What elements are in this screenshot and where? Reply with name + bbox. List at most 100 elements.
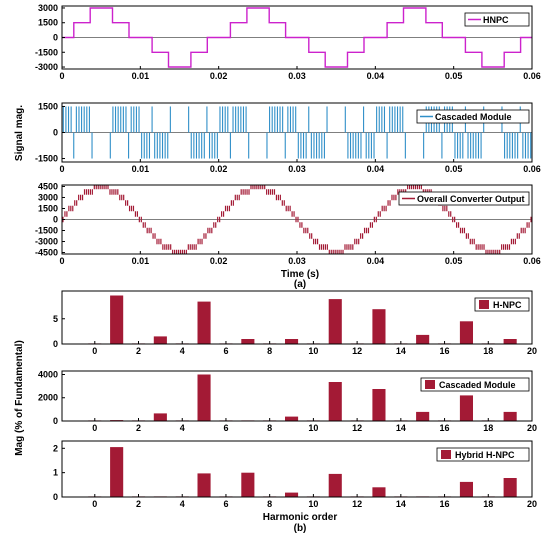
legend-box (420, 377, 530, 392)
legend-label: Hybrid H-NPC (455, 450, 515, 460)
y-tick-label: 3000 (38, 3, 58, 13)
ylabel-mag: Mag (% of Fundamental) (14, 340, 25, 456)
x-tick-label: 8 (267, 346, 272, 356)
x-tick-label: 14 (396, 423, 406, 433)
x-tick-label: 20 (527, 499, 537, 509)
y-tick-label: -1500 (35, 154, 58, 164)
x-tick-label: 0.06 (523, 256, 541, 266)
x-tick-label: 0 (59, 256, 64, 266)
bar-h5 (197, 473, 211, 497)
x-tick-label: 0 (59, 164, 64, 174)
ylabel-signal: Signal mag. (14, 105, 25, 161)
y-tick-label: 4000 (38, 369, 58, 379)
x-tick-label: 10 (308, 346, 318, 356)
bar-h5 (197, 301, 211, 344)
x-tick-label: 8 (267, 423, 272, 433)
bar-h11 (328, 299, 342, 344)
x-tick-label: 12 (352, 346, 362, 356)
x-tick-label: 0.04 (367, 256, 385, 266)
bars (88, 447, 517, 497)
x-tick-label: 0.05 (445, 71, 463, 81)
bar-h17 (459, 321, 473, 344)
x-tick-label: 0.05 (445, 256, 463, 266)
legend-swatch (425, 380, 435, 389)
y-tick-label: 1 (53, 468, 58, 478)
bar-h15 (416, 411, 430, 421)
y-tick-label: 0 (53, 416, 58, 426)
x-tick-label: 10 (308, 499, 318, 509)
panel-b1: 0 2 4 6 8 10 12 14 16 18 20 0 5 H-NPC (53, 290, 537, 356)
xlabel-time: Time (s) (281, 269, 319, 280)
legend-label: Cascaded Module (439, 380, 516, 390)
x-tick-label: 2 (136, 346, 141, 356)
x-tick-label: 16 (440, 346, 450, 356)
y-tick-label: -1500 (35, 47, 58, 57)
x-tick-label: 14 (396, 346, 406, 356)
x-tick-label: 10 (308, 423, 318, 433)
x-tick-label: 0.06 (523, 164, 541, 174)
y-tick-label: 0 (53, 215, 58, 225)
y-tick-label: 2 (53, 443, 58, 453)
xlabel-harmonic: Harmonic order (263, 512, 338, 523)
x-tick-label: 4 (180, 346, 185, 356)
y-tick-label: -4500 (35, 248, 58, 258)
axes-frame (61, 290, 533, 345)
x-tick-label: 14 (396, 499, 406, 509)
y-tick-label: 5 (53, 314, 58, 324)
x-tick-label: 0 (92, 423, 97, 433)
y-tick-label: 3000 (38, 192, 58, 202)
x-tick-label: 0.03 (288, 71, 306, 81)
y-tick-label: 1500 (38, 101, 58, 111)
legend-box (416, 109, 530, 124)
hnpc-waveform (62, 7, 532, 68)
bar-h19 (503, 411, 517, 421)
x-tick-label: 8 (267, 499, 272, 509)
bar-h15 (416, 334, 430, 344)
legend-box (464, 12, 530, 27)
y-tick-label: 4500 (38, 181, 58, 191)
y-tick-label: 0 (53, 339, 58, 349)
caption-b: (b) (294, 523, 307, 534)
series-overall-converter-output (62, 185, 532, 254)
x-tick-label: 4 (180, 423, 185, 433)
bar-h9 (285, 339, 299, 344)
bar-h17 (459, 395, 473, 421)
x-tick-label: 2 (136, 499, 141, 509)
y-tick-label: 1500 (38, 203, 58, 213)
legend-box (436, 447, 530, 462)
x-tick-label: 0.04 (367, 164, 385, 174)
panel-a2: 0 0.01 0.02 0.03 0.04 0.05 0.0615000-1500Casca… (35, 101, 541, 174)
y-tick-label: 2000 (38, 393, 58, 403)
bar-h13 (372, 389, 386, 421)
legend-swatch (441, 450, 451, 459)
x-tick-label: 0.06 (523, 71, 541, 81)
bar-h13 (372, 487, 386, 497)
y-tick-label: 0 (53, 33, 58, 43)
bar-h19 (503, 339, 517, 344)
x-tick-label: 12 (352, 423, 362, 433)
bars (88, 295, 517, 344)
y-tick-label: -3000 (35, 237, 58, 247)
y-tick-label: 0 (53, 492, 58, 502)
x-tick-label: 0.01 (132, 256, 150, 266)
series-hnpc (62, 7, 532, 68)
x-tick-label: 0 (59, 71, 64, 81)
axes-frame (61, 370, 533, 422)
legend-label: Cascaded Module (435, 112, 512, 122)
y-tick-label: 1500 (38, 18, 58, 28)
bar-h5 (197, 374, 211, 421)
x-tick-label: 6 (223, 346, 228, 356)
x-tick-label: 0 (92, 499, 97, 509)
x-tick-label: 0.02 (210, 256, 228, 266)
bar-h17 (459, 481, 473, 497)
x-tick-label: 12 (352, 499, 362, 509)
bar-h1 (110, 447, 124, 497)
bar-h9 (285, 492, 299, 497)
x-tick-label: 0 (92, 346, 97, 356)
bar-h7 (241, 472, 255, 497)
legend-label: H-NPC (493, 300, 522, 310)
bar-h11 (328, 382, 342, 421)
x-tick-label: 0.01 (132, 164, 150, 174)
